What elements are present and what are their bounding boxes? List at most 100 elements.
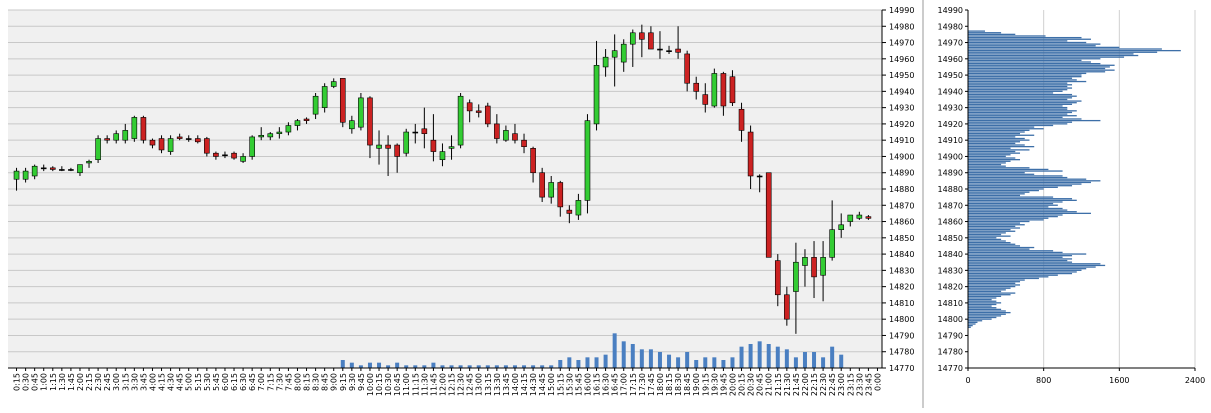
volume-bar bbox=[594, 357, 599, 368]
x-tick-label: 10:45 bbox=[393, 373, 402, 396]
profile-bar bbox=[968, 155, 1006, 158]
profile-bar bbox=[968, 49, 1181, 52]
profile-y-tick-label: 14940 bbox=[938, 87, 963, 96]
x-tick-label: 9:15 bbox=[339, 373, 348, 391]
candle-body bbox=[793, 261, 799, 292]
profile-bar bbox=[968, 188, 1044, 190]
volume-bar bbox=[395, 362, 400, 368]
candle-body bbox=[503, 130, 509, 141]
profile-bar bbox=[968, 259, 1068, 262]
candle-body bbox=[167, 138, 174, 152]
candle-body bbox=[421, 128, 428, 134]
profile-bar bbox=[968, 303, 997, 306]
profile-bar bbox=[968, 246, 1035, 249]
x-tick-label: 0:15 bbox=[13, 373, 22, 391]
profile-bar bbox=[968, 82, 1068, 84]
profile-bar bbox=[968, 40, 1068, 42]
x-tick-label: 22:15 bbox=[810, 373, 819, 396]
profile-y-tick-label: 14820 bbox=[938, 283, 963, 292]
profile-bar bbox=[968, 63, 1101, 65]
x-tick-label: 13:45 bbox=[502, 373, 511, 396]
profile-bar bbox=[968, 154, 1011, 156]
volume-bar bbox=[739, 346, 744, 368]
profile-bar bbox=[968, 235, 1011, 237]
profile-bar bbox=[968, 214, 1063, 216]
candle-body bbox=[285, 125, 292, 133]
volume-bar bbox=[367, 362, 372, 368]
x-tick-label: 16:00 bbox=[583, 373, 592, 396]
x-tick-label: 14:00 bbox=[511, 373, 520, 396]
volume-bar bbox=[676, 357, 681, 368]
x-tick-label: 6:45 bbox=[248, 373, 257, 391]
candle-body bbox=[158, 138, 165, 151]
y-tick-label: 14900 bbox=[889, 152, 914, 161]
profile-bar bbox=[968, 115, 1077, 117]
x-tick-label: 16:30 bbox=[602, 373, 611, 396]
profile-bar bbox=[968, 258, 1073, 260]
volume-bar bbox=[821, 357, 826, 368]
profile-bar bbox=[968, 308, 1002, 311]
x-tick-label: 4:45 bbox=[176, 373, 185, 391]
volume-bar bbox=[657, 352, 662, 368]
candle-body bbox=[149, 139, 156, 146]
volume-bar bbox=[503, 365, 508, 368]
volume-profile-bars bbox=[968, 30, 1181, 328]
volume-bar bbox=[494, 365, 499, 368]
profile-bar bbox=[968, 72, 1087, 75]
candle-body bbox=[213, 152, 219, 157]
profile-y-tick-label: 14830 bbox=[938, 266, 963, 275]
profile-bar bbox=[968, 323, 976, 325]
candle-body bbox=[784, 294, 790, 320]
profile-bar bbox=[968, 189, 1039, 192]
x-tick-label: 1:00 bbox=[40, 373, 49, 391]
candle-body bbox=[738, 108, 745, 131]
volume-bar bbox=[667, 354, 672, 368]
candle-body bbox=[666, 50, 672, 52]
x-tick-label: 21:15 bbox=[774, 373, 783, 396]
profile-bar bbox=[968, 69, 1115, 71]
profile-bar bbox=[968, 74, 1082, 76]
x-tick-label: 17:15 bbox=[629, 373, 638, 396]
candle-body bbox=[276, 131, 283, 134]
x-tick-label: 20:30 bbox=[747, 373, 756, 396]
y-tick-label: 14880 bbox=[889, 185, 914, 194]
profile-bar bbox=[968, 310, 1006, 312]
candle-body bbox=[448, 146, 455, 149]
profile-bar bbox=[968, 165, 1006, 167]
profile-bar bbox=[968, 204, 1058, 206]
x-tick-label: 21:00 bbox=[765, 373, 774, 396]
candle-body bbox=[321, 86, 328, 108]
x-tick-label: 10:30 bbox=[384, 373, 393, 396]
y-tick-label: 14970 bbox=[889, 39, 914, 48]
x-tick-label: 2:15 bbox=[85, 373, 94, 391]
profile-bar bbox=[968, 178, 1087, 180]
profile-y-tick-label: 14890 bbox=[938, 169, 963, 178]
candle-body bbox=[756, 175, 763, 178]
profile-bar bbox=[968, 295, 1002, 297]
profile-bar bbox=[968, 202, 1054, 205]
x-tick-label: 21:45 bbox=[792, 373, 801, 396]
profile-bar bbox=[968, 67, 1106, 70]
candle-body bbox=[330, 81, 337, 87]
volume-bar bbox=[422, 365, 427, 368]
candle-body bbox=[86, 161, 92, 164]
candle-body bbox=[457, 95, 464, 146]
profile-bar bbox=[968, 64, 1115, 66]
profile-bar bbox=[968, 137, 1025, 140]
volume-bar bbox=[757, 341, 762, 368]
volume-bar bbox=[431, 362, 436, 368]
volume-bar bbox=[712, 357, 717, 368]
volume-bar bbox=[812, 352, 817, 368]
profile-bar bbox=[968, 300, 997, 302]
profile-bar bbox=[968, 87, 1073, 89]
profile-bar bbox=[968, 123, 1068, 125]
profile-bar bbox=[968, 284, 1021, 286]
profile-bar bbox=[968, 118, 1082, 120]
profile-bar bbox=[968, 53, 1134, 55]
profile-bar bbox=[968, 98, 1068, 101]
candle-body bbox=[77, 164, 83, 174]
profile-y-axis: 14770 14780 14790 14800 14810 14820 14830 14840… bbox=[938, 6, 969, 373]
profile-bar bbox=[968, 142, 1016, 145]
x-tick-label: 20:00 bbox=[728, 373, 737, 396]
x-tick-label: 4:00 bbox=[148, 373, 157, 391]
